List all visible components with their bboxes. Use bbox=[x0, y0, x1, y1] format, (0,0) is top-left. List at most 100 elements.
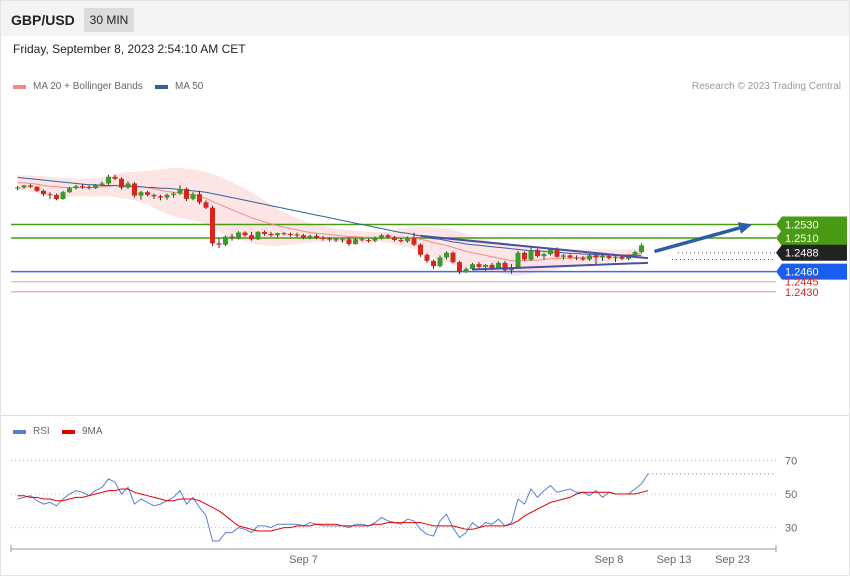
candle-body-12 bbox=[93, 184, 98, 189]
candle-body-43 bbox=[294, 234, 300, 236]
level-label-0: 1.2530 bbox=[785, 220, 819, 232]
candle-body-16 bbox=[119, 178, 124, 188]
candle-body-24 bbox=[171, 193, 176, 195]
candle-body-70 bbox=[470, 264, 475, 269]
legend-ma50-swatch bbox=[155, 84, 168, 89]
candle-body-36 bbox=[249, 235, 254, 240]
candle-body-61 bbox=[411, 237, 417, 245]
candle-body-68 bbox=[457, 262, 462, 273]
level-tag-0 bbox=[776, 216, 847, 233]
candle-body-27 bbox=[190, 194, 196, 199]
candle-body-57 bbox=[385, 235, 391, 238]
candle-body-2 bbox=[28, 185, 33, 187]
candle-body-67 bbox=[450, 252, 456, 263]
candle-body-91 bbox=[606, 256, 612, 259]
candle-body-33 bbox=[229, 236, 235, 238]
legend-rsi-label: RSI bbox=[33, 426, 50, 437]
candle-body-39 bbox=[268, 233, 274, 236]
candle-body-45 bbox=[307, 235, 313, 238]
candle-body-74 bbox=[496, 262, 501, 269]
candle-body-41 bbox=[281, 233, 287, 235]
candle-body-44 bbox=[301, 235, 306, 238]
candle-body-48 bbox=[327, 238, 332, 240]
candle-body-88 bbox=[587, 255, 592, 260]
candle-body-73 bbox=[489, 264, 495, 269]
legend-ma50: MA 50 bbox=[155, 81, 203, 92]
candle-body-89 bbox=[593, 255, 599, 258]
triangle-lower-line bbox=[472, 261, 649, 271]
candle-body-47 bbox=[320, 237, 326, 239]
candle-body-11 bbox=[86, 186, 92, 189]
level-tag-2 bbox=[776, 263, 847, 280]
legend-ma9-label: 9MA bbox=[82, 426, 103, 437]
candle-body-28 bbox=[197, 194, 202, 203]
level-label-3: 1.2445 bbox=[785, 277, 819, 289]
candle-body-66 bbox=[444, 252, 449, 258]
candle-body-65 bbox=[437, 257, 443, 267]
candle-body-55 bbox=[372, 237, 378, 241]
candle-body-31 bbox=[216, 243, 222, 245]
candle-body-71 bbox=[476, 264, 482, 267]
candle-body-49 bbox=[333, 239, 339, 241]
candle-body-42 bbox=[288, 233, 293, 235]
candle-body-20 bbox=[145, 192, 150, 195]
candle-body-51 bbox=[346, 239, 352, 245]
symbol-title: GBP/USD bbox=[11, 12, 75, 28]
time-axis-label-3: Sep 23 bbox=[715, 554, 750, 566]
candle-body-63 bbox=[424, 254, 430, 261]
candle-body-58 bbox=[392, 237, 397, 240]
candle-body-80 bbox=[535, 250, 540, 257]
time-axis-label-1: Sep 8 bbox=[595, 554, 624, 566]
candle-body-53 bbox=[359, 239, 365, 241]
candle-body-93 bbox=[619, 256, 625, 259]
target-arrow-shaft bbox=[654, 226, 740, 254]
candle-body-84 bbox=[561, 255, 566, 257]
candle-body-38 bbox=[262, 231, 267, 234]
candle-body-46 bbox=[314, 235, 319, 238]
candle-body-75 bbox=[502, 262, 508, 271]
credit-text: Research © 2023 Trading Central bbox=[691, 81, 841, 92]
level-label-2: 1.2460 bbox=[785, 267, 819, 279]
candle-body-59 bbox=[398, 239, 404, 242]
legend-ma20-swatch bbox=[13, 84, 26, 89]
candle-body-92 bbox=[613, 256, 618, 259]
candle-body-86 bbox=[574, 257, 579, 259]
legend-rsi-swatch bbox=[13, 429, 26, 434]
candle-body-19 bbox=[138, 192, 144, 196]
triangle-upper-line bbox=[420, 234, 649, 260]
candle-body-32 bbox=[223, 236, 228, 245]
candle-body-34 bbox=[236, 232, 241, 238]
rsi-level-label-1: 50 bbox=[785, 489, 797, 501]
time-axis-label-0: Sep 7 bbox=[289, 554, 318, 566]
candle-body-25 bbox=[177, 188, 183, 194]
candle-body-5 bbox=[47, 194, 53, 196]
candle-body-64 bbox=[431, 260, 436, 267]
legend-ma9-swatch bbox=[62, 429, 75, 434]
legend-ma50-label: MA 50 bbox=[175, 81, 204, 92]
period-button[interactable]: 30 MIN bbox=[84, 8, 134, 32]
candle-body-69 bbox=[463, 268, 469, 273]
candle-body-37 bbox=[255, 231, 261, 240]
candle-body-7 bbox=[60, 192, 66, 199]
legend-ma9: 9MA bbox=[62, 426, 103, 437]
candle-body-30 bbox=[210, 207, 215, 244]
candle-body-78 bbox=[522, 252, 527, 260]
candle-body-83 bbox=[554, 249, 560, 257]
candle-body-95 bbox=[632, 252, 638, 256]
candle-body-29 bbox=[203, 202, 209, 208]
candle-body-21 bbox=[151, 194, 157, 197]
candle-body-26 bbox=[184, 188, 189, 199]
candle-body-96 bbox=[639, 245, 644, 253]
candle-body-10 bbox=[80, 186, 85, 188]
candle-body-17 bbox=[125, 183, 131, 188]
candle-body-3 bbox=[34, 186, 40, 191]
candle-body-82 bbox=[548, 249, 553, 255]
candle-body-40 bbox=[275, 233, 280, 236]
candle-body-52 bbox=[353, 239, 358, 245]
target-arrow-head bbox=[737, 222, 752, 234]
candle-body-56 bbox=[379, 235, 384, 238]
bollinger-band-fill bbox=[17, 168, 642, 277]
candle-body-72 bbox=[483, 264, 488, 267]
candle-body-1 bbox=[21, 185, 27, 188]
